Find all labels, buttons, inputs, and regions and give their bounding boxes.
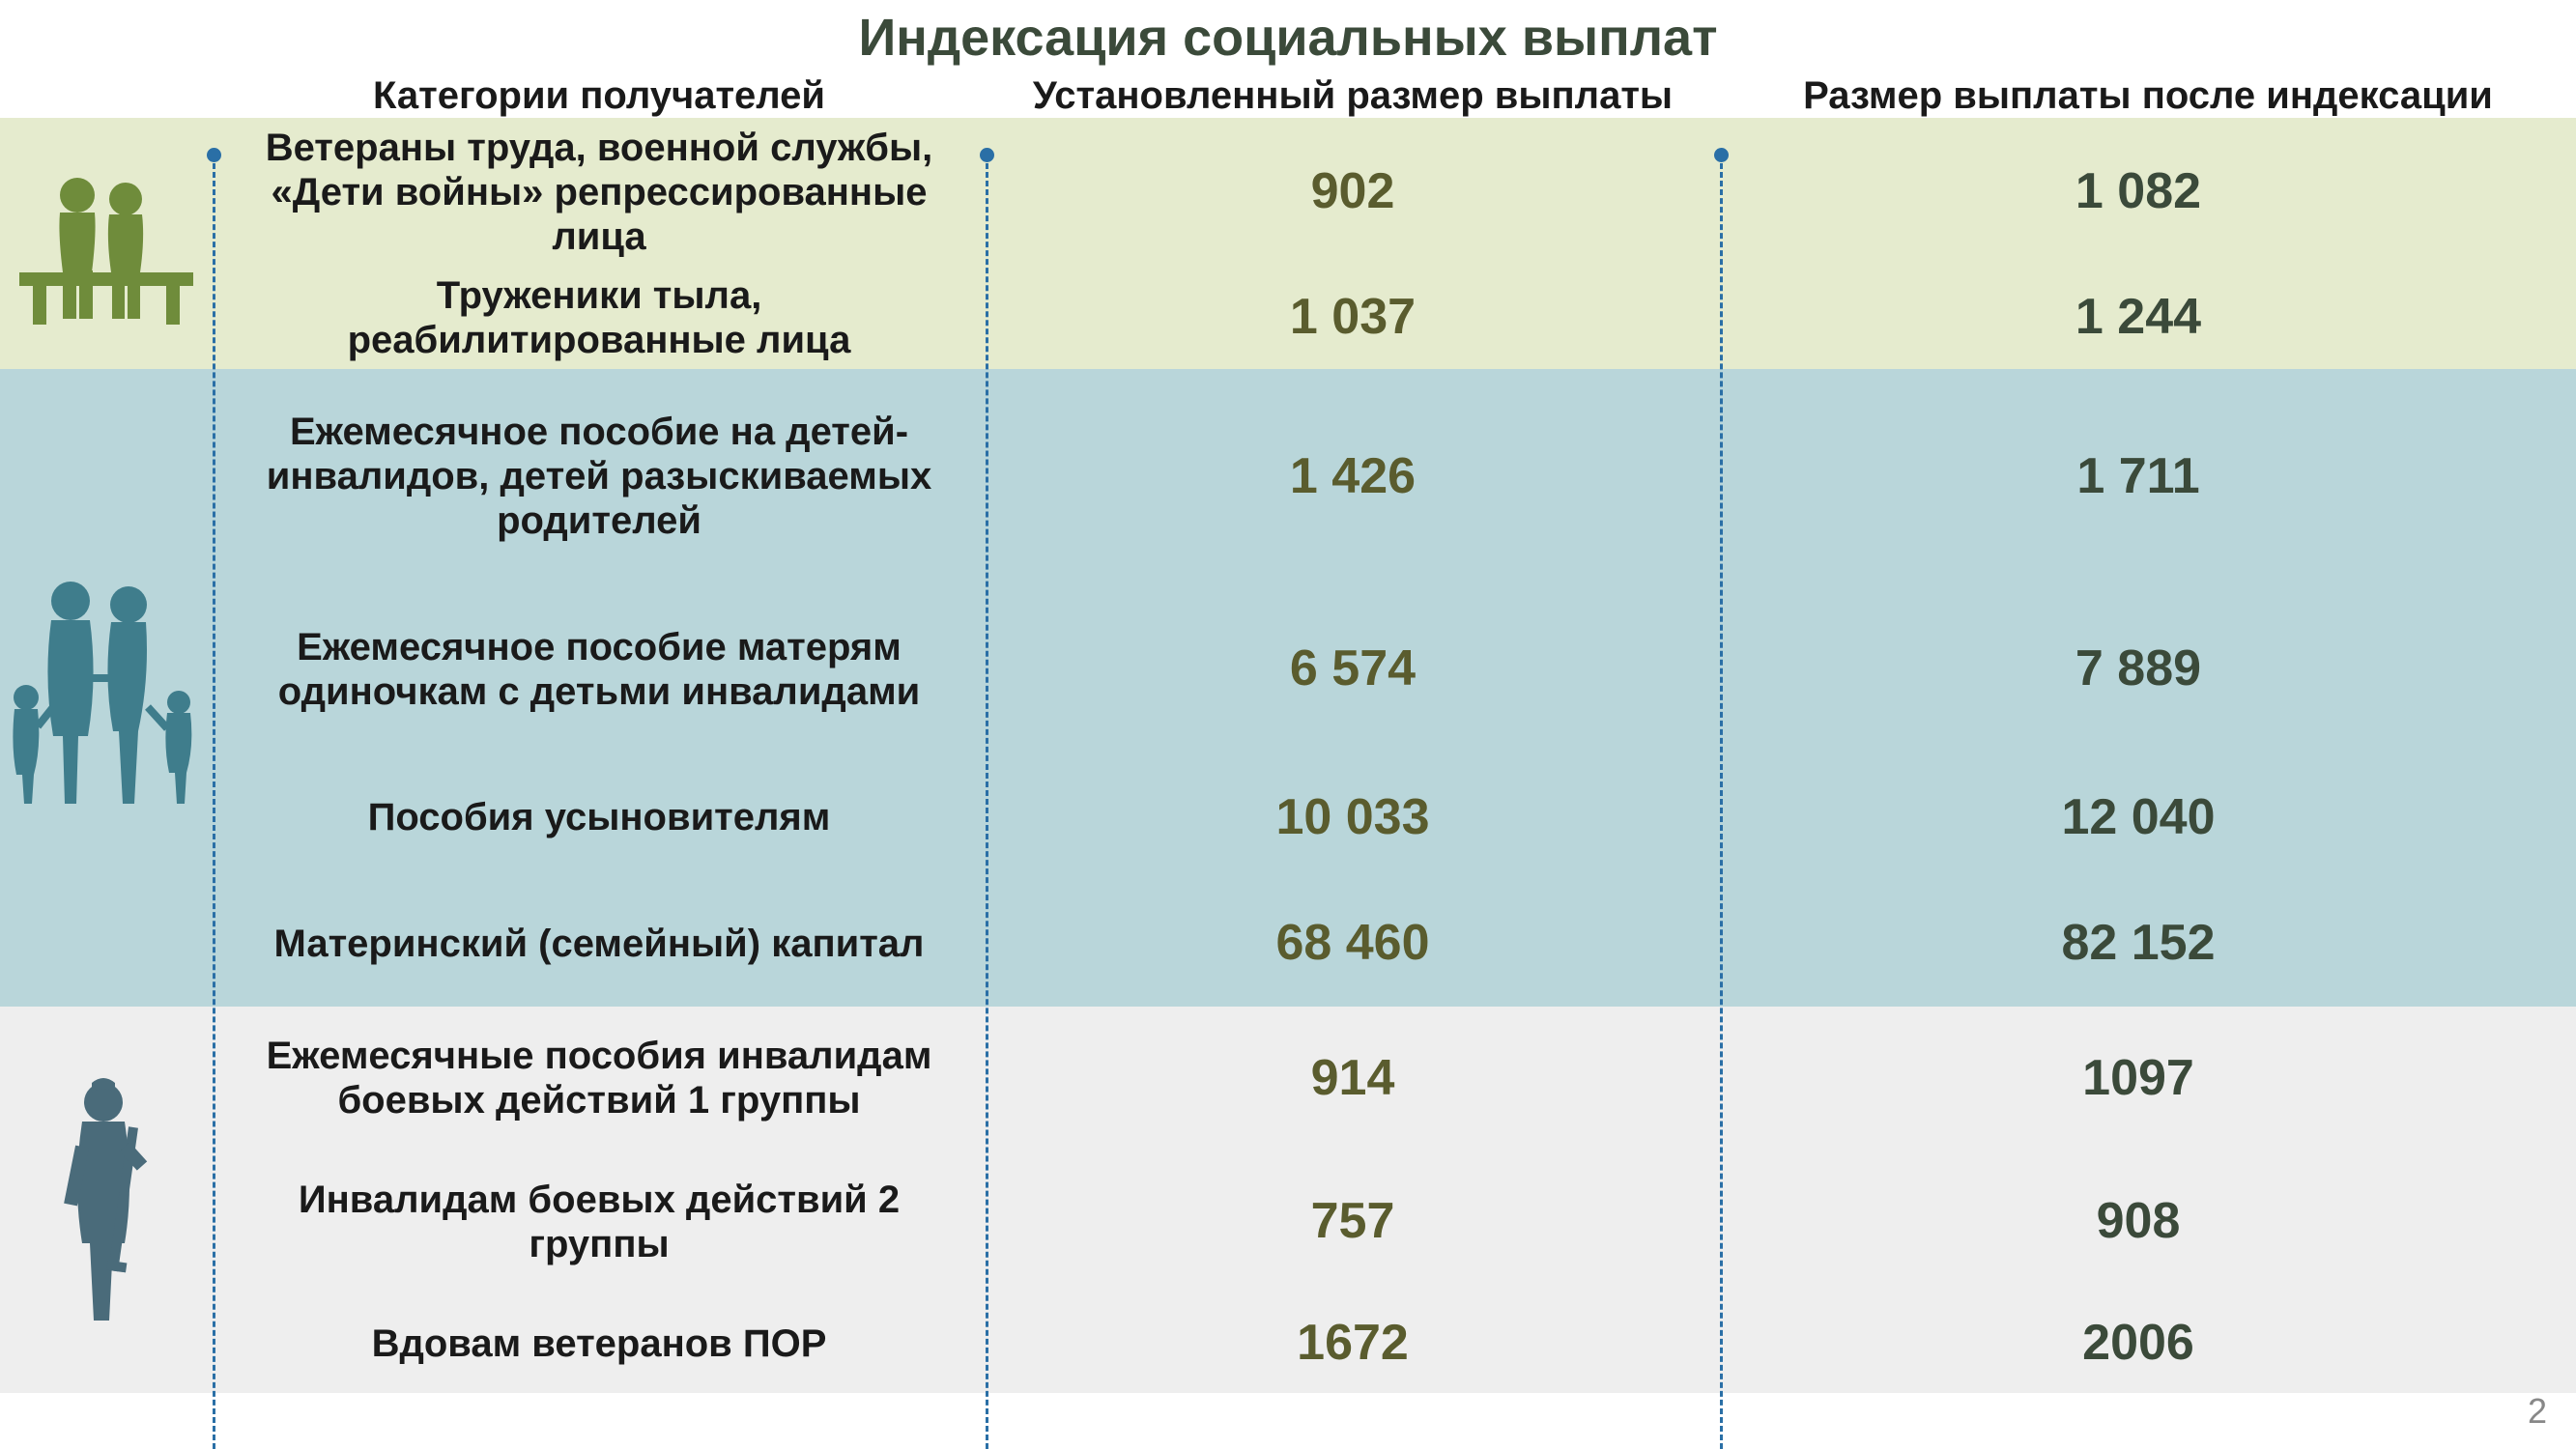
category-label: Вдовам ветеранов ПОР (213, 1316, 986, 1372)
category-label: Ежемесячное пособие матерям одиночкам с … (213, 619, 986, 720)
table-row: Ежемесячное пособие на детей-инвалидов, … (213, 404, 2576, 549)
new-value: 82 152 (1720, 916, 2557, 971)
category-label: Пособия усыновителям (213, 789, 986, 845)
header-old: Установленный размер выплаты (986, 73, 1720, 118)
new-value: 1 711 (1720, 449, 2557, 504)
old-value: 68 460 (986, 916, 1720, 971)
column-separator (1720, 155, 1723, 1449)
new-value: 908 (1720, 1194, 2557, 1249)
old-value: 6 574 (986, 641, 1720, 696)
category-label: Ежемесячные пособия инвалидам боевых дей… (213, 1028, 986, 1128)
old-value: 1 037 (986, 290, 1720, 345)
old-value: 1 426 (986, 449, 1720, 504)
section-family: Ежемесячное пособие на детей-инвалидов, … (0, 369, 2576, 1007)
table-row: Ежемесячные пособия инвалидам боевых дей… (213, 1028, 2576, 1128)
header-icon-spacer (0, 73, 213, 118)
header-new: Размер выплаты после индексации (1720, 73, 2576, 118)
table-row: Труженики тыла, реабилитированные лица 1… (213, 268, 2576, 368)
old-value: 1672 (986, 1316, 1720, 1371)
table-row: Вдовам ветеранов ПОР 1672 2006 (213, 1316, 2576, 1372)
table-row: Ветераны труда, военной службы, «Дети во… (213, 120, 2576, 265)
new-value: 1 244 (1720, 290, 2557, 345)
old-value: 10 033 (986, 790, 1720, 845)
new-value: 7 889 (1720, 641, 2557, 696)
slide: Индексация социальных выплат Категории п… (0, 0, 2576, 1449)
slide-title: Индексация социальных выплат (0, 0, 2576, 68)
category-label: Материнский (семейный) капитал (213, 916, 986, 972)
old-value: 757 (986, 1194, 1720, 1249)
table-row: Материнский (семейный) капитал 68 460 82… (213, 916, 2576, 972)
new-value: 12 040 (1720, 790, 2557, 845)
section-veterans: Ветераны труда, военной службы, «Дети во… (0, 118, 2576, 369)
elderly-bench-icon (0, 118, 213, 369)
column-headers: Категории получателей Установленный разм… (0, 73, 2576, 118)
new-value: 2006 (1720, 1316, 2557, 1371)
category-label: Инвалидам боевых действий 2 группы (213, 1172, 986, 1272)
old-value: 902 (986, 164, 1720, 219)
table-row: Пособия усыновителям 10 033 12 040 (213, 789, 2576, 845)
soldier-icon (0, 1007, 213, 1393)
new-value: 1097 (1720, 1051, 2557, 1106)
page-number: 2 (2528, 1391, 2547, 1432)
table-row: Инвалидам боевых действий 2 группы 757 9… (213, 1172, 2576, 1272)
header-category: Категории получателей (213, 73, 986, 118)
column-separator (986, 155, 988, 1449)
table-row: Ежемесячное пособие матерям одиночкам с … (213, 619, 2576, 720)
column-separator (213, 155, 215, 1449)
category-label: Ветераны труда, военной службы, «Дети во… (213, 120, 986, 265)
old-value: 914 (986, 1051, 1720, 1106)
category-label: Ежемесячное пособие на детей-инвалидов, … (213, 404, 986, 549)
sections-container: Ветераны труда, военной службы, «Дети во… (0, 118, 2576, 1393)
new-value: 1 082 (1720, 164, 2557, 219)
category-label: Труженики тыла, реабилитированные лица (213, 268, 986, 368)
section-military: Ежемесячные пособия инвалидам боевых дей… (0, 1007, 2576, 1393)
family-icon (0, 369, 213, 1007)
